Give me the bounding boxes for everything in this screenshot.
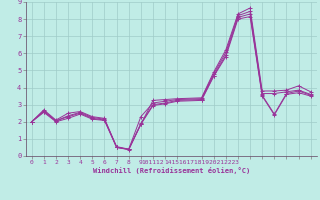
X-axis label: Windchill (Refroidissement éolien,°C): Windchill (Refroidissement éolien,°C) bbox=[92, 167, 250, 174]
